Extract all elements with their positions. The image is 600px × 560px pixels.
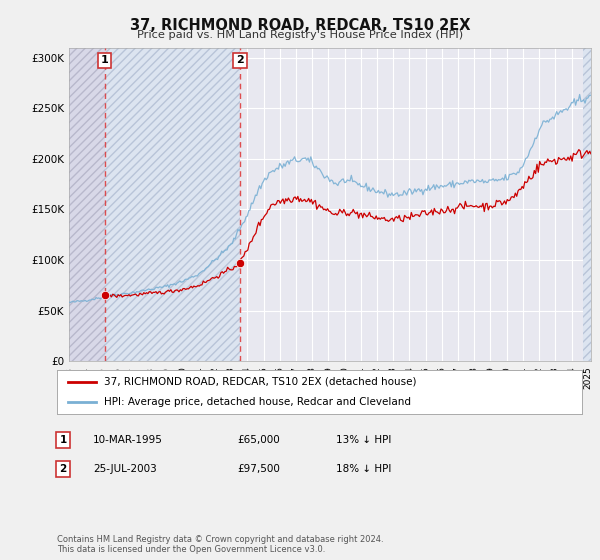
Text: 1: 1 bbox=[101, 55, 109, 66]
Text: £97,500: £97,500 bbox=[237, 464, 280, 474]
Text: Contains HM Land Registry data © Crown copyright and database right 2024.
This d: Contains HM Land Registry data © Crown c… bbox=[57, 535, 383, 554]
Text: HPI: Average price, detached house, Redcar and Cleveland: HPI: Average price, detached house, Redc… bbox=[104, 397, 411, 407]
Text: 25-JUL-2003: 25-JUL-2003 bbox=[93, 464, 157, 474]
Text: 18% ↓ HPI: 18% ↓ HPI bbox=[336, 464, 391, 474]
Text: 2: 2 bbox=[236, 55, 244, 66]
Text: 13% ↓ HPI: 13% ↓ HPI bbox=[336, 435, 391, 445]
Text: 10-MAR-1995: 10-MAR-1995 bbox=[93, 435, 163, 445]
Text: 1: 1 bbox=[59, 435, 67, 445]
Text: 37, RICHMOND ROAD, REDCAR, TS10 2EX: 37, RICHMOND ROAD, REDCAR, TS10 2EX bbox=[130, 18, 470, 33]
Bar bbox=[583, 48, 591, 361]
Bar bbox=[104, 48, 240, 361]
Text: £65,000: £65,000 bbox=[237, 435, 280, 445]
Text: 37, RICHMOND ROAD, REDCAR, TS10 2EX (detached house): 37, RICHMOND ROAD, REDCAR, TS10 2EX (det… bbox=[104, 377, 417, 387]
Bar bbox=[69, 48, 104, 361]
Text: Price paid vs. HM Land Registry's House Price Index (HPI): Price paid vs. HM Land Registry's House … bbox=[137, 30, 463, 40]
Text: 2: 2 bbox=[59, 464, 67, 474]
